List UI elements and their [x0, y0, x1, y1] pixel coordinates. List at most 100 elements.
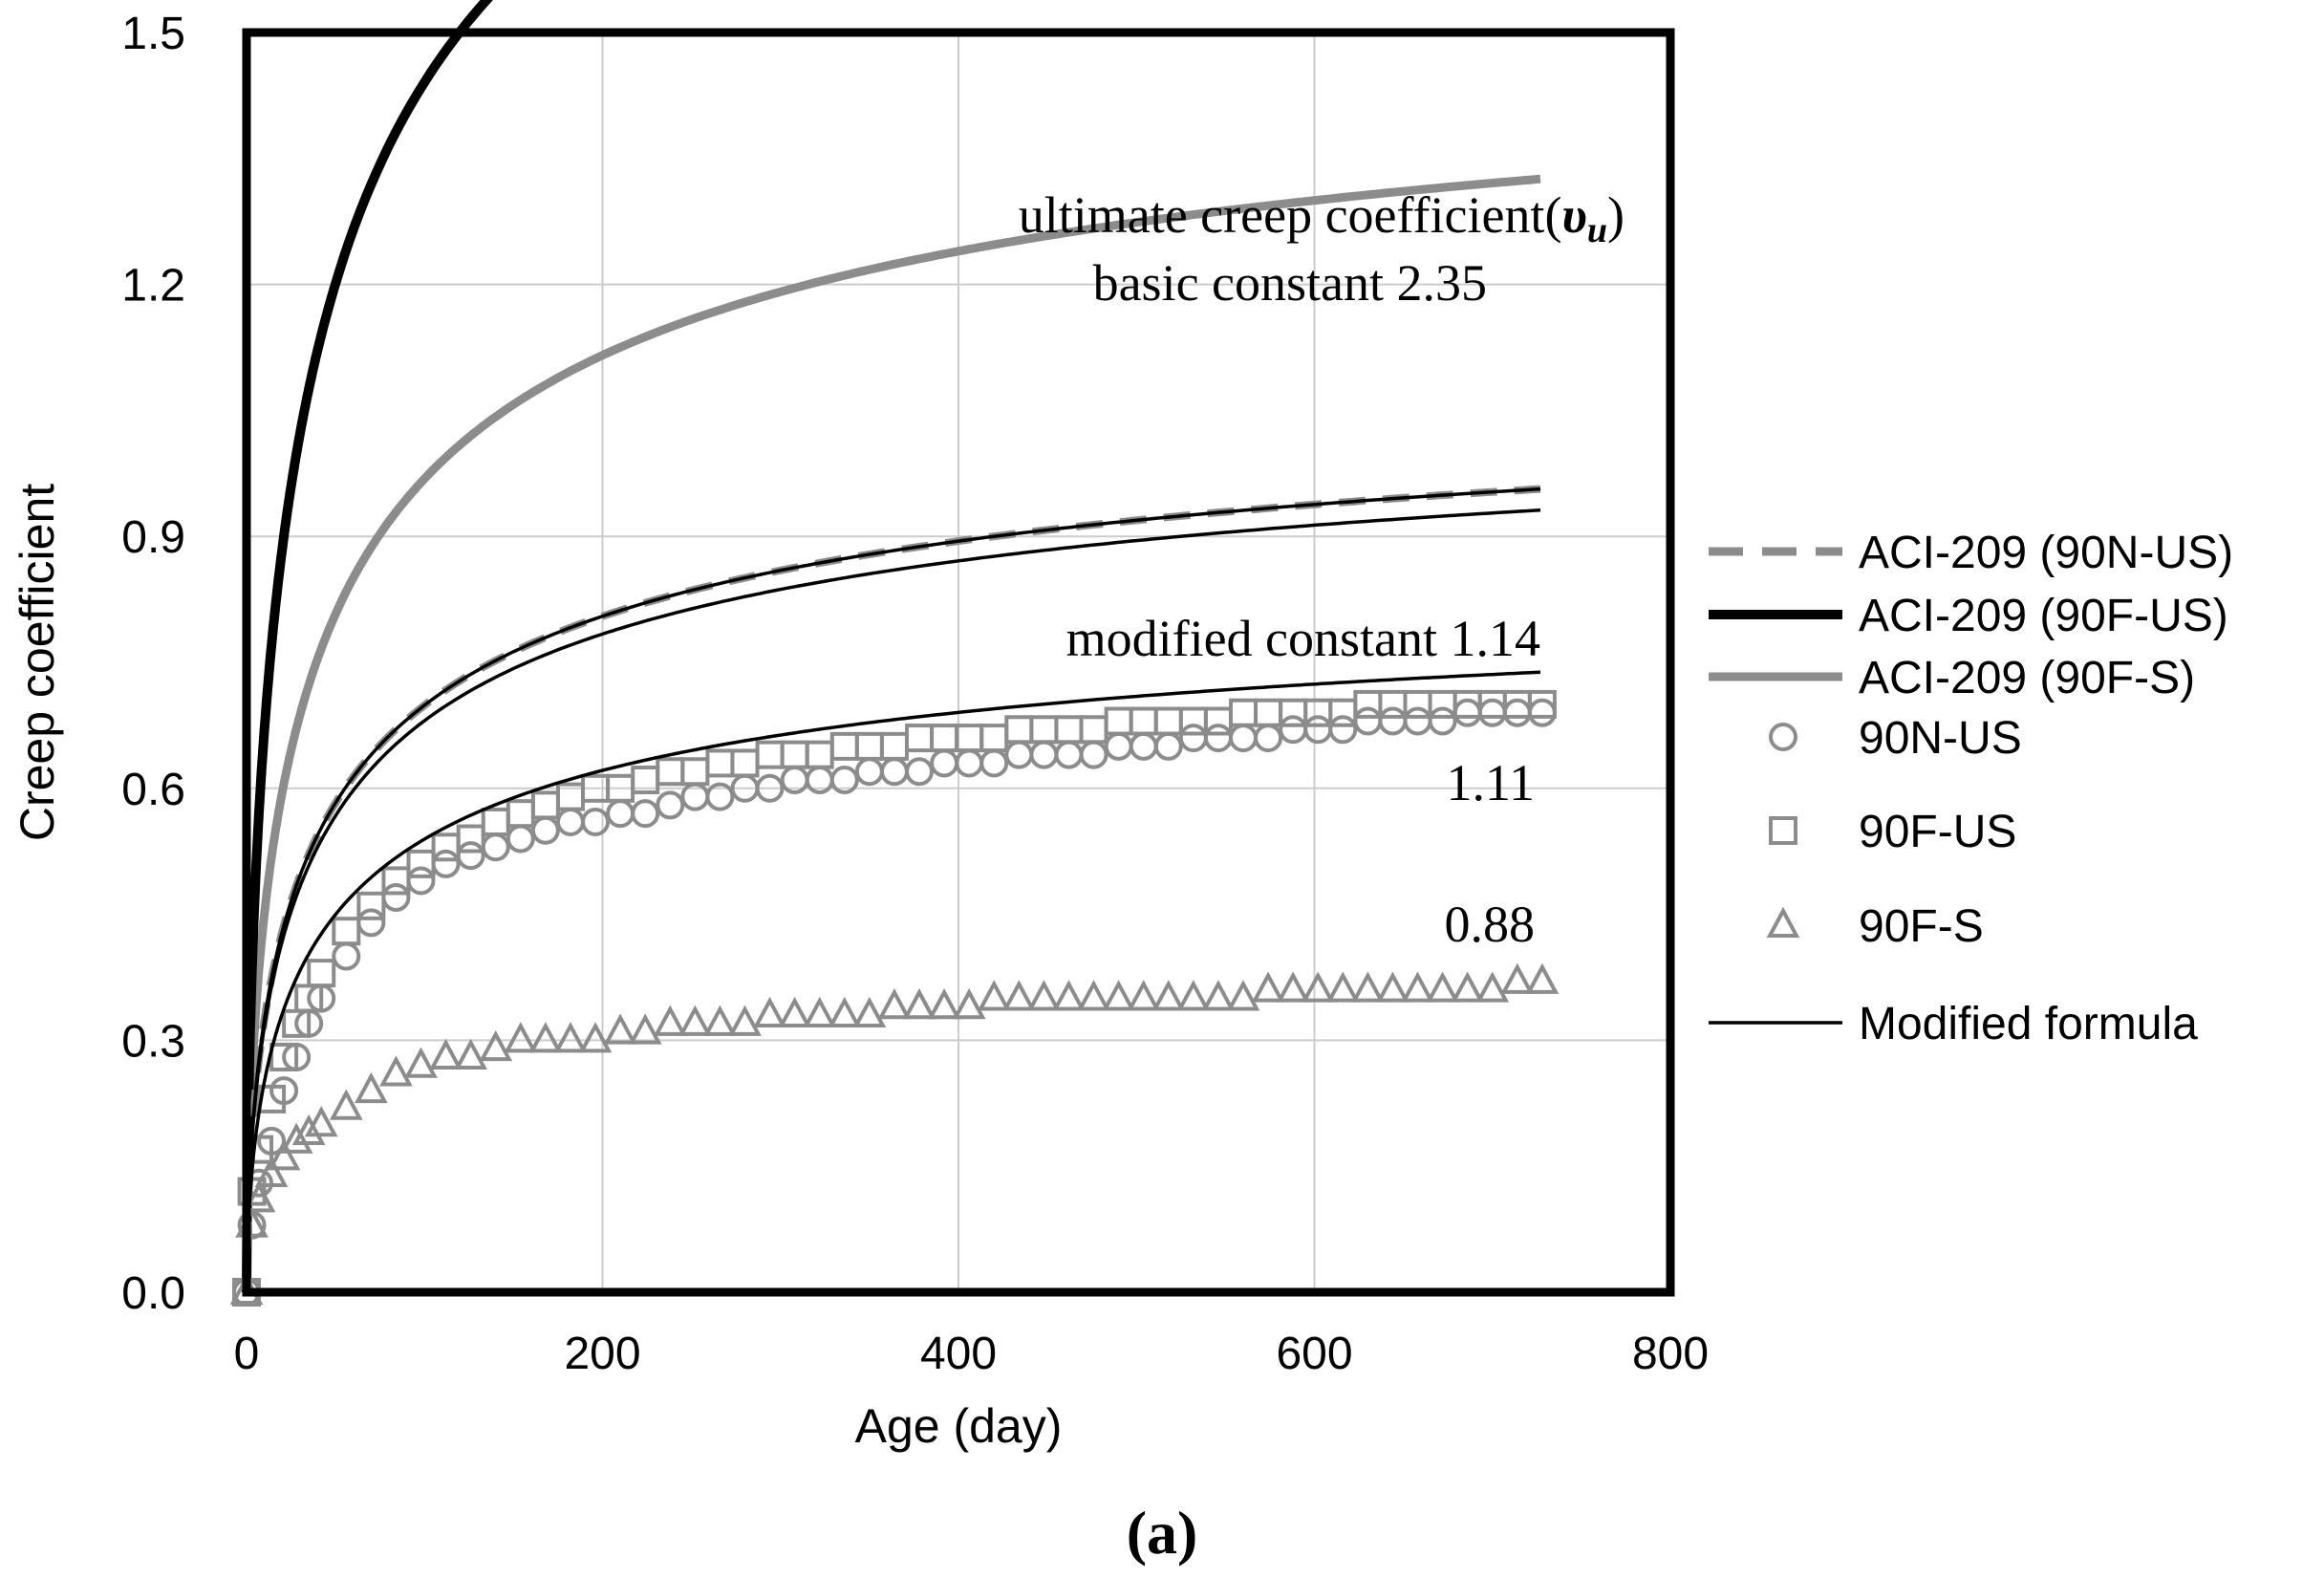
annotation-0-88: 0.88	[1445, 896, 1536, 953]
marker-circle	[1769, 723, 1797, 751]
marker-circle	[332, 941, 361, 971]
annotation-basic-constant: basic constant 2.35	[1093, 254, 1487, 312]
marker-triangle	[254, 1156, 289, 1187]
marker-triangle	[379, 1055, 413, 1087]
series-line-aci209-90f-us	[242, 0, 493, 1293]
marker-triangle	[1151, 980, 1186, 1011]
marker-circle	[854, 757, 884, 787]
marker-square	[1104, 706, 1133, 736]
marker-triangle	[429, 1038, 463, 1070]
series-markers-90f-s	[229, 962, 1560, 1305]
marker-triangle	[1301, 971, 1335, 1003]
marker-triangle	[329, 1089, 363, 1120]
marker-triangle	[628, 1013, 662, 1045]
marker-square	[269, 1042, 299, 1071]
marker-triangle	[1201, 980, 1236, 1011]
marker-square	[257, 1084, 287, 1113]
marker-square	[356, 891, 386, 920]
marker-square	[1527, 689, 1557, 719]
marker-triangle	[304, 1106, 338, 1137]
marker-circle	[431, 849, 461, 878]
series-line-modified-formula	[245, 508, 1541, 1293]
x-axis-label: Age (day)	[855, 1399, 1063, 1453]
marker-square	[680, 757, 710, 787]
marker-square	[879, 731, 909, 761]
marker-triangle	[1401, 971, 1434, 1003]
marker-circle	[1477, 698, 1507, 727]
marker-triangle	[952, 988, 986, 1020]
marker-triangle	[653, 1005, 687, 1036]
legend-label: ACI-209 (90N-US)	[1859, 528, 2233, 578]
marker-circle	[555, 807, 585, 836]
marker-square	[905, 724, 935, 753]
marker-circle	[356, 908, 386, 938]
marker-square	[705, 748, 735, 778]
marker-triangle	[1127, 980, 1161, 1011]
marker-circle	[1203, 724, 1233, 753]
annotation-ultimate-close: )	[1607, 186, 1625, 244]
marker-circle	[1527, 698, 1557, 727]
marker-square	[332, 917, 361, 946]
marker-circle	[1079, 740, 1108, 769]
marker-triangle	[977, 980, 1011, 1011]
marker-triangle	[267, 1139, 301, 1171]
marker-triangle	[927, 988, 961, 1020]
nu-symbol: υ	[1561, 186, 1586, 244]
marker-triangle	[1500, 962, 1535, 994]
annotations: ultimate creep coefficient(υu) basic con…	[1019, 186, 1625, 953]
marker-triangle	[578, 1022, 613, 1053]
marker-circle	[1502, 698, 1532, 727]
marker-circle	[1004, 740, 1034, 769]
nu-subscript: u	[1587, 210, 1607, 250]
marker-circle	[631, 799, 660, 829]
marker-triangle	[1001, 980, 1036, 1011]
marker-circle	[1129, 731, 1158, 761]
x-tick-label: 400	[920, 1329, 997, 1379]
marker-square	[530, 790, 560, 820]
marker-triangle	[803, 996, 837, 1028]
marker-square	[955, 724, 984, 753]
marker-circle	[1178, 724, 1208, 753]
marker-square	[1229, 698, 1258, 727]
marker-triangle	[603, 1013, 637, 1045]
annotation-ultimate-text: ultimate creep coefficient(	[1019, 186, 1562, 244]
marker-circle	[879, 757, 909, 787]
legend: ACI-209 (90N-US) ACI-209 (90F-US) ACI-209 …	[1709, 528, 2233, 1049]
marker-circle	[606, 799, 635, 829]
marker-circle	[1279, 715, 1308, 745]
marker-circle	[979, 748, 1009, 778]
marker-triangle	[504, 1022, 538, 1053]
marker-square	[481, 807, 510, 836]
legend-label: Modified formula	[1859, 999, 2198, 1049]
marker-triangle	[404, 1047, 438, 1078]
marker-triangle	[242, 1181, 276, 1213]
legend-label: 90F-S	[1859, 901, 1984, 952]
marker-circle	[1403, 706, 1432, 736]
marker-triangle	[1525, 962, 1560, 994]
marker-square	[1079, 715, 1108, 745]
y-tick-label: 0.3	[121, 1016, 185, 1067]
marker-triangle	[877, 988, 912, 1020]
marker-triangle	[528, 1022, 563, 1053]
series-markers-90n-us	[232, 698, 1557, 1307]
marker-triangle	[728, 1005, 762, 1036]
marker-triangle	[553, 1022, 588, 1053]
marker-square	[1769, 816, 1797, 845]
marker-triangle	[1226, 980, 1260, 1011]
marker-circle	[581, 807, 611, 836]
marker-square	[780, 740, 809, 769]
marker-circle	[481, 832, 510, 862]
y-tick-label: 0.6	[121, 765, 185, 815]
marker-circle	[1254, 724, 1283, 753]
marker-triangle	[828, 996, 862, 1028]
y-axis-label: Creep coefficient	[11, 484, 64, 841]
marker-circle	[829, 766, 859, 795]
series-layer	[229, 0, 1560, 1307]
marker-square	[406, 849, 436, 878]
marker-triangle	[454, 1038, 488, 1070]
marker-circle	[506, 824, 535, 854]
x-tick-label: 800	[1632, 1329, 1709, 1379]
x-tick-label: 200	[564, 1329, 640, 1379]
marker-square	[307, 959, 336, 988]
